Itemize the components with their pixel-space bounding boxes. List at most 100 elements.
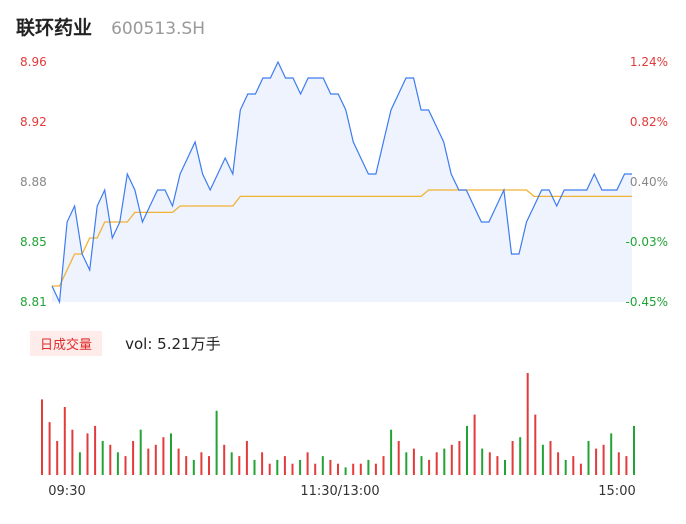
volume-bar [185, 456, 188, 475]
price-tick-label: 8.96 [20, 55, 47, 69]
volume-bar [564, 459, 567, 475]
percent-tick-label: -0.03% [626, 235, 668, 249]
volume-bar [56, 441, 59, 475]
volume-bar [374, 463, 377, 475]
volume-bar [268, 463, 271, 475]
volume-bar [291, 463, 294, 475]
volume-bar [412, 448, 415, 475]
volume-bar [41, 399, 43, 475]
volume-bar [306, 452, 309, 475]
volume-bar [466, 425, 468, 475]
volume-bar [519, 437, 522, 475]
volume-bar [557, 452, 560, 475]
volume-bar [504, 459, 506, 475]
volume-bar [496, 456, 499, 475]
volume-bar [48, 422, 51, 475]
stock-code: 600513.SH [111, 19, 205, 39]
volume-bar [337, 463, 339, 475]
average-price-line [52, 189, 632, 287]
volume-bar [78, 452, 81, 475]
volume-bar [276, 459, 279, 475]
volume-bar [428, 459, 431, 475]
percent-tick-label: -0.45% [626, 295, 668, 309]
volume-readout: vol: 5.21万手 [125, 335, 220, 353]
time-axis-label: 15:00 [598, 484, 635, 499]
volume-bar [192, 459, 195, 475]
volume-bar [147, 448, 150, 475]
volume-bar [63, 407, 66, 475]
volume-bar [534, 414, 537, 475]
volume-bar [177, 448, 180, 475]
volume-bar [541, 444, 544, 475]
volume-bar [633, 425, 635, 475]
volume-bar [352, 463, 355, 475]
volume-bar [587, 441, 590, 475]
volume-bar [549, 441, 552, 475]
volume-bar [420, 456, 423, 475]
time-axis-label: 09:30 [48, 484, 85, 499]
volume-bar [208, 456, 210, 475]
percent-tick-label: 0.40% [630, 175, 668, 189]
volume-bar [116, 452, 119, 475]
volume-bar [359, 463, 362, 475]
price-line [51, 60, 632, 305]
volume-bar [397, 441, 400, 475]
volume-bar [625, 456, 628, 475]
daily-volume-tab[interactable]: 日成交量 [30, 331, 103, 356]
volume-bar [139, 429, 142, 475]
price-tick-label: 8.88 [20, 175, 47, 189]
title-row: 联环药业 600513.SH [16, 13, 205, 39]
volume-bar [101, 441, 104, 475]
volume-bar [283, 456, 286, 475]
volume-bar [215, 410, 218, 475]
volume-bar [299, 459, 302, 475]
price-area-fill [52, 62, 632, 302]
volume-value: 5.21万手 [157, 335, 221, 353]
volume-bar [238, 456, 241, 475]
volume-bar [261, 452, 264, 475]
volume-bar [154, 444, 157, 475]
volume-bar [162, 437, 165, 475]
volume-bar [405, 452, 408, 475]
volume-header: 日成交量 vol: 5.21万手 [30, 331, 221, 356]
volume-bar [223, 444, 226, 475]
time-axis-label: 11:30/13:00 [300, 484, 379, 499]
volume-bar [458, 441, 461, 475]
volume-bar [382, 456, 385, 475]
volume-bar [314, 463, 317, 475]
volume-bar [595, 448, 598, 475]
volume-bar [170, 433, 172, 475]
volume-bar [200, 452, 203, 475]
volume-bar [245, 441, 248, 475]
volume-bar [124, 456, 127, 475]
volume-bar [94, 425, 97, 475]
volume-bar [602, 444, 605, 475]
volume-bar [329, 459, 332, 475]
volume-bar [71, 429, 74, 475]
volume-bar [511, 441, 514, 475]
volume-bar [109, 444, 112, 475]
volume-bar [435, 452, 438, 475]
volume-bar [450, 444, 453, 475]
percent-tick-label: 1.24% [630, 55, 668, 69]
volume-bar [610, 433, 613, 475]
stock-name: 联环药业 [16, 17, 93, 39]
volume-bar [132, 441, 135, 475]
volume-bar [321, 456, 324, 475]
percent-tick-label: 0.82% [630, 115, 668, 129]
volume-prefix: vol: [125, 335, 153, 353]
volume-bar [443, 448, 446, 475]
price-tick-label: 8.92 [20, 115, 47, 129]
volume-bar [617, 452, 620, 475]
volume-bar [579, 463, 582, 475]
volume-bar [481, 448, 484, 475]
volume-bar [488, 452, 491, 475]
volume-bar [367, 459, 370, 475]
volume-bar [344, 467, 347, 475]
volume-bar [86, 433, 89, 475]
volume-bar [390, 429, 393, 475]
volume-bar [572, 456, 575, 475]
price-tick-label: 8.85 [20, 235, 47, 249]
volume-bar [473, 414, 476, 475]
